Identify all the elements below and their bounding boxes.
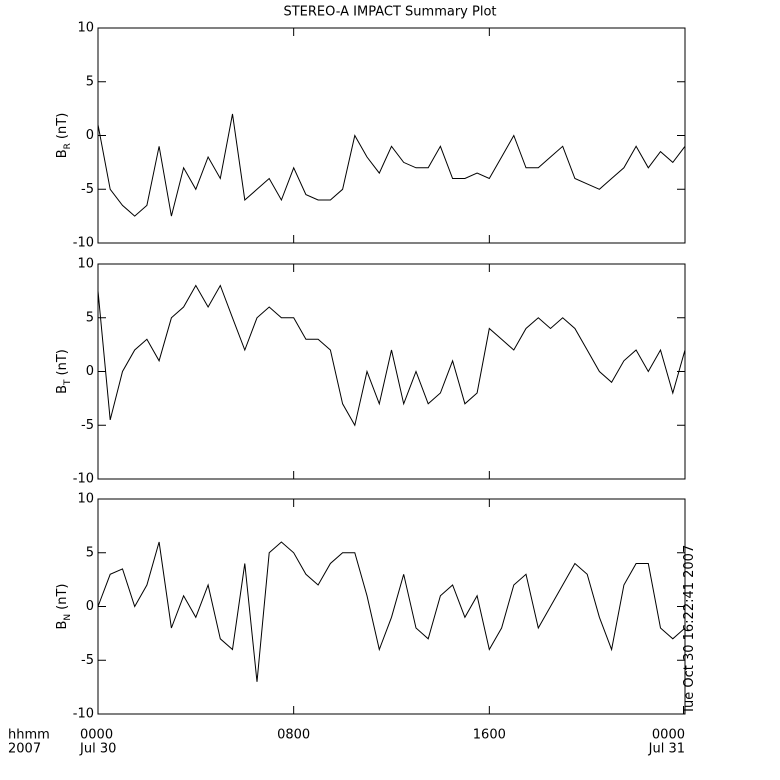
panel-frame xyxy=(97,27,686,244)
x-axis-label: hhmm xyxy=(8,728,50,743)
x-tick-label: 1600 xyxy=(473,728,506,743)
timestamp: Tue Oct 30 16:22:41 2007 xyxy=(682,545,697,715)
chart-title: STEREO-A IMPACT Summary Plot xyxy=(283,5,496,20)
y-axis-label-sub: R xyxy=(63,143,73,149)
x-date-label: Jul 31 xyxy=(648,742,685,757)
y-tick-label: -5 xyxy=(81,418,94,433)
y-axis-label-unit: (nT) xyxy=(55,113,70,139)
y-axis-label-main: B xyxy=(55,149,70,158)
x-tick-label: 0000 xyxy=(80,728,113,743)
y-tick-label: 10 xyxy=(77,257,94,272)
y-axis-label-sub: T xyxy=(63,379,73,386)
y-tick-label: 5 xyxy=(86,74,94,89)
panel-frame xyxy=(97,263,686,480)
y-tick-label: 5 xyxy=(86,545,94,560)
y-tick-label: -10 xyxy=(73,707,94,722)
y-axis-label-sub: N xyxy=(63,614,73,621)
y-axis-label: BT (nT) xyxy=(55,349,73,394)
x-tick-label: 0000 xyxy=(652,728,685,743)
y-tick-label: 10 xyxy=(77,492,94,507)
y-tick-label: 0 xyxy=(86,599,94,614)
y-tick-label: -5 xyxy=(81,182,94,197)
y-axis-label-unit: (nT) xyxy=(55,584,70,610)
x-date-label: Jul 30 xyxy=(79,742,116,757)
data-line xyxy=(97,284,686,427)
x-axis-year: 2007 xyxy=(8,742,41,757)
y-axis-label: BR (nT) xyxy=(55,113,73,159)
y-axis-label-main: B xyxy=(55,385,70,394)
y-tick-label: 0 xyxy=(86,364,94,379)
y-tick-label: 5 xyxy=(86,310,94,325)
y-tick-label: 0 xyxy=(86,128,94,143)
y-axis-label-main: B xyxy=(55,621,70,630)
y-tick-label: -5 xyxy=(81,653,94,668)
data-line xyxy=(97,113,686,217)
y-tick-label: 10 xyxy=(77,21,94,36)
x-tick-label: 0800 xyxy=(277,728,310,743)
panel-frame xyxy=(97,498,686,715)
y-axis-label-unit: (nT) xyxy=(55,349,70,375)
y-axis-label: BN (nT) xyxy=(55,584,73,630)
data-line xyxy=(97,541,686,682)
y-tick-label: -10 xyxy=(73,472,94,487)
y-tick-label: -10 xyxy=(73,236,94,251)
